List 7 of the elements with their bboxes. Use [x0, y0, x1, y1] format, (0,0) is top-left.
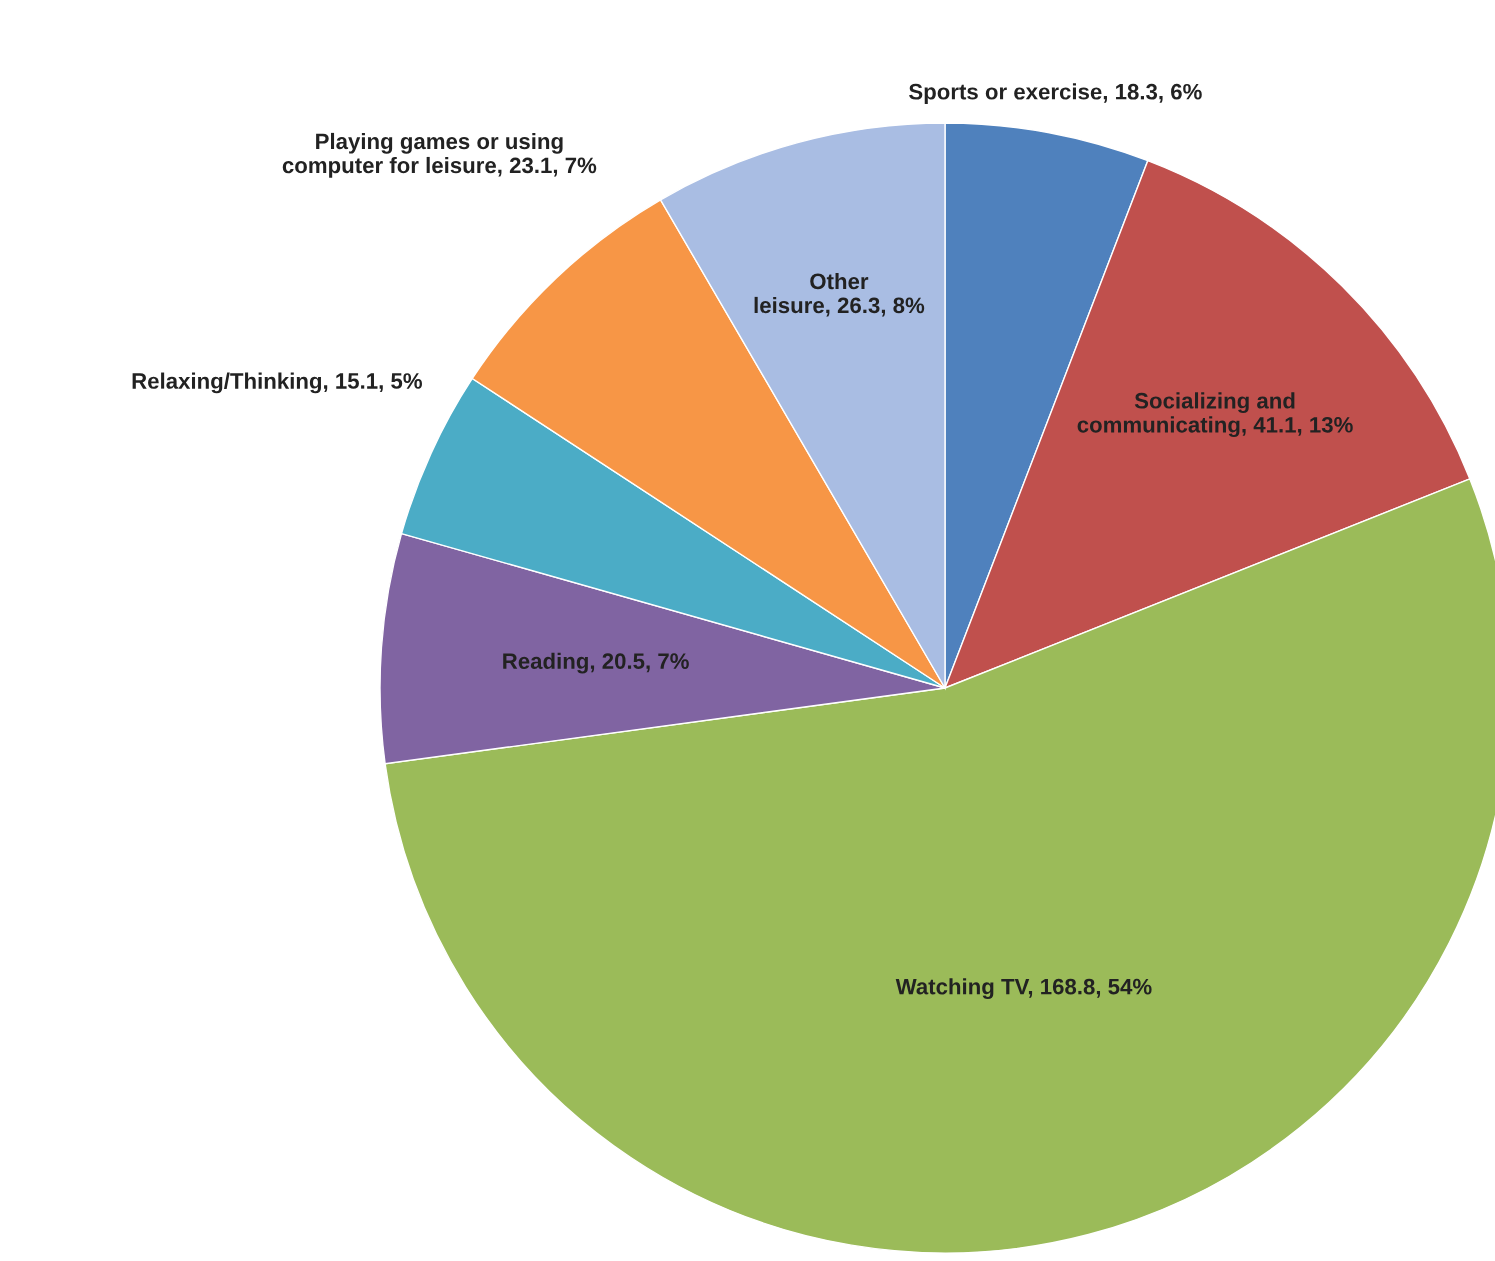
slice-label: Reading, 20.5, 7% — [503, 652, 689, 674]
slice-label: Sports or exercise, 18.3, 6% — [909, 83, 1202, 104]
slice-label: Playing games or using computer for leisure, 23.1, 7% — [282, 132, 597, 178]
slice-label: Relaxing/Thinking, 15.1, 5% — [132, 372, 422, 394]
slice-label: Other leisure, 26.3, 8% — [754, 272, 925, 317]
slice-label: Socializing and communicating, 41.1, 13% — [1077, 392, 1353, 438]
slice-label: Watching TV, 168.8, 54% — [895, 978, 1152, 999]
